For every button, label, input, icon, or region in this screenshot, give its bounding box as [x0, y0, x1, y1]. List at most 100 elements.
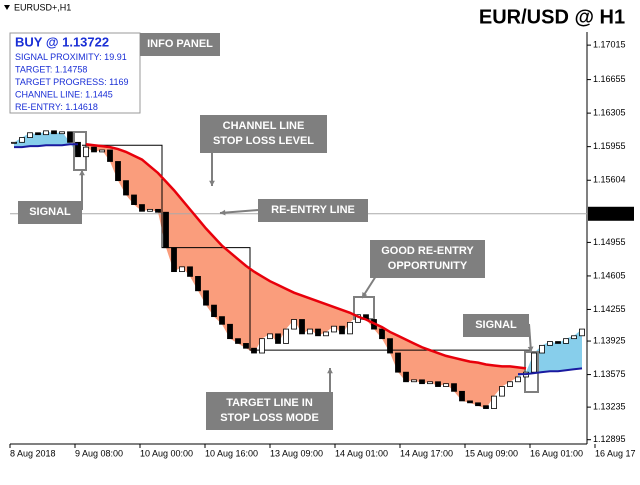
candle — [275, 333, 281, 344]
candle — [347, 321, 353, 335]
annotation-box — [200, 115, 327, 153]
candle — [555, 341, 561, 344]
candle — [43, 130, 49, 136]
candle — [19, 137, 25, 143]
y-tick-label: 1.15955 — [593, 141, 626, 151]
x-tick-label: 9 Aug 08:00 — [75, 448, 123, 458]
arrow-head — [209, 180, 215, 186]
candle — [219, 316, 225, 325]
candle — [251, 347, 257, 354]
candle — [419, 379, 425, 385]
candle — [563, 338, 569, 344]
candle — [227, 323, 233, 340]
arrow-head — [362, 292, 368, 298]
candle — [187, 266, 193, 277]
symbol-label: EURUSD+,H1 — [14, 2, 71, 12]
annotation-text: OPPORTUNITY — [388, 260, 468, 272]
candle — [515, 376, 521, 383]
candle — [315, 328, 321, 337]
candle — [83, 146, 89, 158]
candle — [579, 328, 585, 337]
annotation-box — [18, 201, 82, 224]
candle — [27, 132, 33, 138]
stop-loss-line — [85, 143, 527, 370]
info-line: SIGNAL PROXIMITY: 19.91 — [15, 52, 127, 62]
candle — [99, 149, 105, 153]
candle — [75, 141, 81, 158]
candle — [571, 335, 577, 340]
info-line: RE-ENTRY: 1.14618 — [15, 102, 98, 112]
candle — [427, 381, 433, 385]
info-line: TARGET: 1.14758 — [15, 64, 87, 74]
candle — [195, 276, 201, 292]
candle — [499, 386, 505, 397]
annotation-text: STOP LOSS LEVEL — [213, 135, 314, 147]
annotation-box — [463, 314, 529, 337]
candle — [331, 325, 337, 333]
chart-title: EUR/USD @ H1 — [479, 6, 625, 28]
candle — [59, 131, 65, 135]
x-tick-label: 14 Aug 01:00 — [335, 448, 388, 458]
candle — [339, 325, 345, 335]
annotation-text: CHANNEL LINE — [223, 120, 305, 132]
trail-line — [14, 143, 583, 376]
y-tick-label: 1.14955 — [593, 237, 626, 247]
candle — [283, 328, 289, 344]
candle — [171, 247, 177, 273]
x-tick-label: 15 Aug 09:00 — [465, 448, 518, 458]
y-tick-label: 1.14255 — [593, 304, 626, 314]
annotation-box — [140, 33, 220, 56]
candle — [443, 383, 449, 387]
candle — [323, 331, 329, 337]
info-signal: BUY @ 1.13722 — [15, 34, 109, 49]
x-tick-label: 16 Aug 17 — [595, 448, 636, 458]
y-tick-label: 1.14605 — [593, 270, 626, 280]
y-tick-label: 1.12895 — [593, 434, 626, 444]
annotation-text: GOOD RE-ENTRY — [381, 245, 474, 257]
x-tick-label: 14 Aug 17:00 — [400, 448, 453, 458]
annotation-arrow — [219, 209, 259, 214]
candle — [451, 383, 457, 392]
y-tick-label: 1.15604 — [593, 175, 626, 185]
y-tick-label: 1.13235 — [593, 402, 626, 412]
annotation-text: STOP LOSS MODE — [220, 412, 319, 424]
y-tick-label: 1.17015 — [593, 39, 626, 49]
y-tick-label: 1.13575 — [593, 369, 626, 379]
arrow-head — [527, 346, 534, 352]
candle — [163, 211, 169, 249]
candle — [307, 328, 313, 335]
candle — [107, 149, 113, 162]
candle — [115, 161, 121, 182]
x-tick-label: 13 Aug 09:00 — [270, 448, 323, 458]
candle — [155, 208, 161, 213]
x-tick-label: 8 Aug 2018 — [10, 448, 56, 458]
candle — [547, 341, 553, 346]
symbol-menu-icon[interactable] — [4, 5, 10, 10]
x-tick-label: 16 Aug 01:00 — [530, 448, 583, 458]
candle — [475, 402, 481, 407]
candle — [483, 405, 489, 409]
annotation-text: SIGNAL — [29, 206, 71, 218]
candle — [139, 204, 145, 212]
candle — [259, 338, 265, 354]
info-line: TARGET PROGRESS: 1169 — [15, 77, 129, 87]
arrow-head — [220, 209, 226, 216]
candle — [403, 371, 409, 383]
annotation-box — [370, 240, 485, 278]
annotation-text: SIGNAL — [475, 319, 517, 331]
candle — [291, 319, 297, 330]
x-tick-label: 10 Aug 00:00 — [140, 448, 193, 458]
title-box — [468, 2, 636, 32]
price-tag-label: 1.15254 — [591, 208, 624, 218]
annotation-box — [206, 392, 333, 430]
candle — [459, 390, 465, 402]
candle — [507, 381, 513, 387]
arrow-head — [79, 170, 85, 176]
y-tick-label: 1.16655 — [593, 74, 626, 84]
candle — [299, 319, 305, 335]
candle — [539, 344, 545, 354]
candle — [411, 379, 417, 383]
candle — [395, 352, 401, 373]
y-tick-label: 1.13925 — [593, 335, 626, 345]
